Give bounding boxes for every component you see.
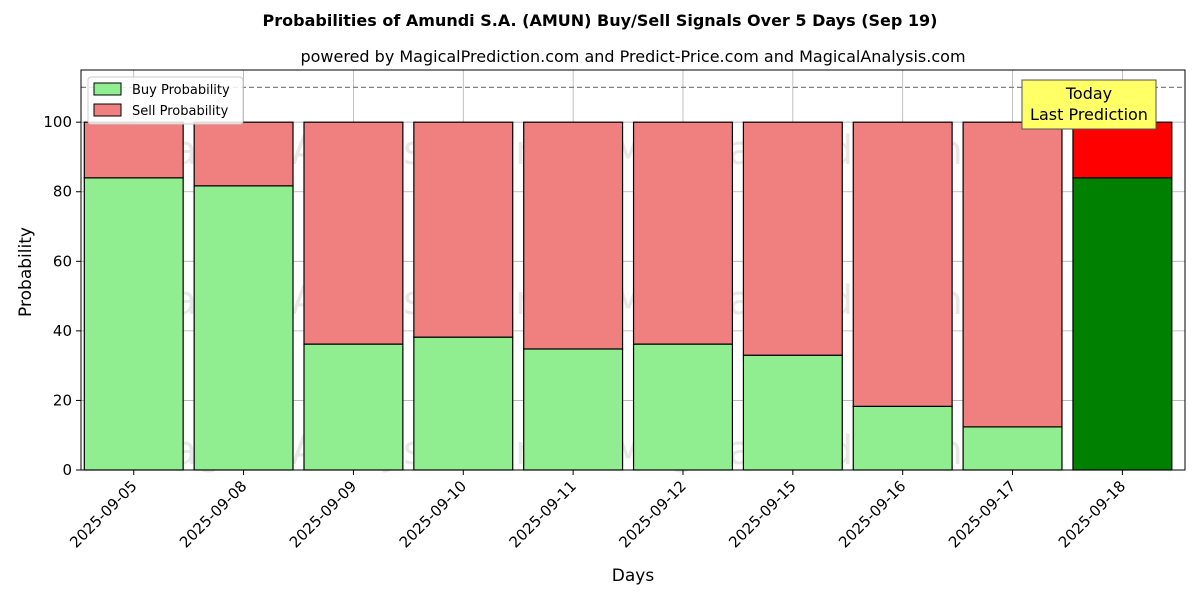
legend-buy-swatch (93, 82, 122, 96)
axes (80, 69, 1186, 471)
y-axis-label: Probability (16, 227, 36, 317)
x-axis-label: Days (612, 566, 655, 586)
today-annotation-box (1021, 79, 1157, 130)
bar-sell-2025-09-09 (303, 121, 404, 345)
bar-buy-2025-09-10 (413, 336, 514, 471)
bar-buy-2025-09-05 (83, 177, 184, 471)
bar-buy-2025-09-15 (742, 354, 843, 471)
bar-buy-2025-09-08 (193, 185, 294, 471)
bar-sell-2025-09-16 (852, 121, 953, 407)
legend-sell-swatch (93, 103, 122, 117)
bar-buy-2025-09-17 (962, 426, 1063, 471)
x-tick-label: 2025-09-12 (615, 477, 689, 551)
bar-buy-2025-09-09 (303, 343, 404, 471)
bar-sell-2025-09-11 (523, 121, 624, 350)
y-tick-label: 80 (53, 183, 72, 201)
today-annotation-line2: Last Prediction (1030, 105, 1148, 124)
x-tick-label: 2025-09-11 (506, 477, 580, 551)
y-tick-label: 60 (53, 252, 72, 270)
chart-subtitle: powered by MagicalPrediction.com and Pre… (300, 47, 965, 66)
x-tick-label: 2025-09-17 (945, 477, 1019, 551)
legend: Buy Probability Sell Probability (87, 76, 244, 125)
legend-box (87, 76, 244, 125)
bar-buy-2025-09-12 (632, 343, 734, 471)
y-tick-label: 100 (43, 113, 72, 131)
bar-sell-2025-09-05 (83, 121, 184, 179)
today-annotation: Today Last Prediction (1021, 79, 1157, 130)
bar-sell-2025-09-18 (1072, 121, 1173, 179)
plot-frame (80, 69, 1186, 471)
bars (83, 121, 1173, 471)
legend-sell-label: Sell Probability (132, 104, 229, 119)
today-annotation-line1: Today (1065, 84, 1112, 103)
chart-title: Probabilities of Amundi S.A. (AMUN) Buy/… (263, 11, 938, 30)
legend-buy-label: Buy Probability (132, 83, 230, 98)
bar-buy-2025-09-16 (852, 405, 953, 471)
x-tick-label: 2025-09-18 (1055, 477, 1129, 551)
x-tick-label: 2025-09-15 (725, 477, 799, 551)
y-tick-label: 40 (53, 322, 72, 340)
bar-sell-2025-09-12 (632, 121, 734, 345)
x-tick-label: 2025-09-09 (286, 477, 360, 551)
x-tick-label: 2025-09-16 (835, 477, 909, 551)
x-tick-label: 2025-09-05 (66, 477, 140, 551)
bar-sell-2025-09-10 (413, 121, 514, 338)
bar-sell-2025-09-17 (962, 121, 1063, 428)
bar-sell-2025-09-15 (742, 121, 843, 356)
bar-buy-2025-09-18 (1072, 177, 1173, 471)
y-tick-label: 20 (53, 391, 72, 409)
x-tick-label: 2025-09-10 (396, 477, 470, 551)
bar-buy-2025-09-11 (523, 348, 624, 471)
y-tick-label: 0 (62, 461, 72, 479)
x-tick-label: 2025-09-08 (176, 477, 250, 551)
bar-sell-2025-09-08 (193, 121, 294, 187)
